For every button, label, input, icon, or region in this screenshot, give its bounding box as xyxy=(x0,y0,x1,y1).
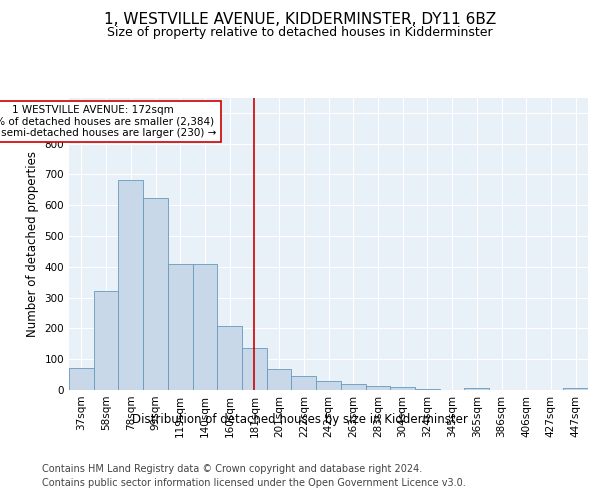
Text: Distribution of detached houses by size in Kidderminster: Distribution of detached houses by size … xyxy=(132,412,468,426)
Text: Contains HM Land Registry data © Crown copyright and database right 2024.: Contains HM Land Registry data © Crown c… xyxy=(42,464,422,474)
Text: 1 WESTVILLE AVENUE: 172sqm
← 91% of detached houses are smaller (2,384)
9% of se: 1 WESTVILLE AVENUE: 172sqm ← 91% of deta… xyxy=(0,105,217,138)
Bar xyxy=(267,369,292,390)
Bar xyxy=(464,388,489,390)
Bar xyxy=(143,198,168,390)
Bar xyxy=(292,376,316,390)
Bar xyxy=(341,384,365,390)
Y-axis label: Number of detached properties: Number of detached properties xyxy=(26,151,39,337)
Bar xyxy=(168,264,193,390)
Bar xyxy=(365,386,390,390)
Bar xyxy=(415,389,440,390)
Bar xyxy=(94,292,118,390)
Bar xyxy=(193,264,217,390)
Text: 1, WESTVILLE AVENUE, KIDDERMINSTER, DY11 6BZ: 1, WESTVILLE AVENUE, KIDDERMINSTER, DY11… xyxy=(104,12,496,28)
Bar xyxy=(118,180,143,390)
Bar xyxy=(316,381,341,390)
Text: Size of property relative to detached houses in Kidderminster: Size of property relative to detached ho… xyxy=(107,26,493,39)
Bar xyxy=(69,368,94,390)
Bar xyxy=(242,348,267,390)
Bar xyxy=(217,326,242,390)
Bar xyxy=(563,388,588,390)
Text: Contains public sector information licensed under the Open Government Licence v3: Contains public sector information licen… xyxy=(42,478,466,488)
Bar xyxy=(390,387,415,390)
